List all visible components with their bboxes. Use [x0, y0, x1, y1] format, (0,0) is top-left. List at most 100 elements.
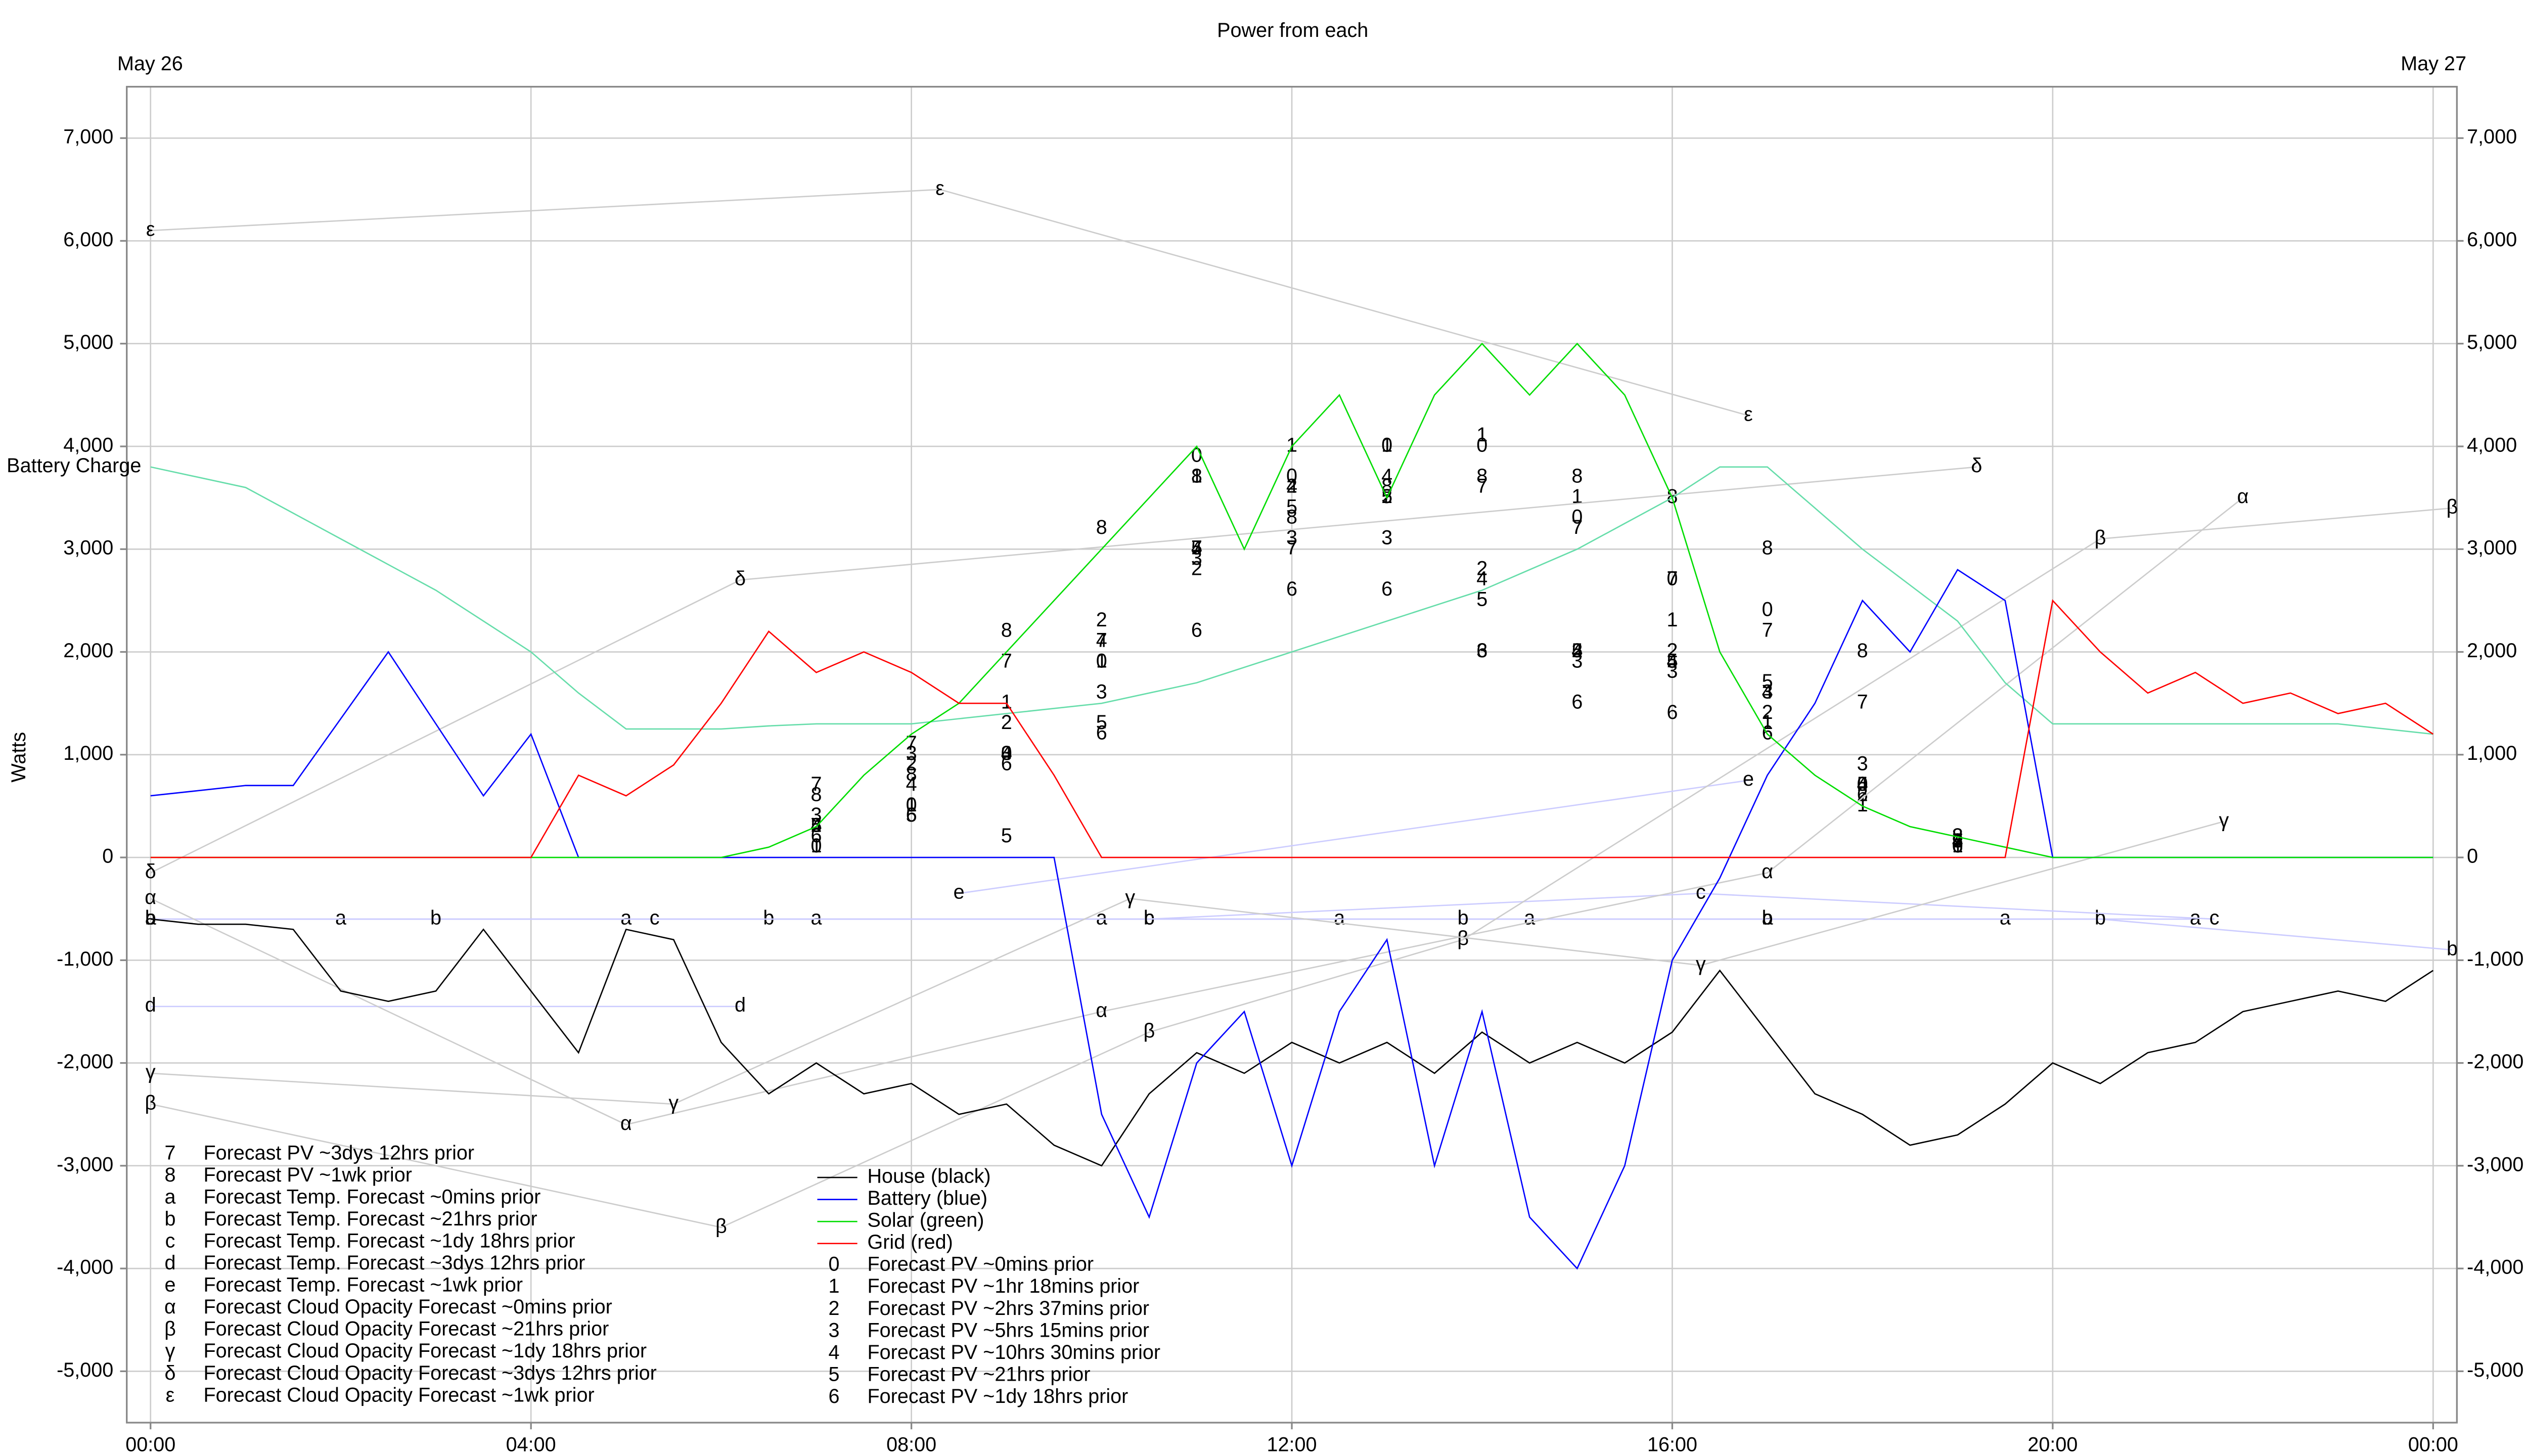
forecast-marker: 6 [906, 804, 917, 826]
forecast-marker: 2 [1476, 557, 1487, 579]
forecast-marker: 5 [1571, 640, 1583, 662]
legend-label: Forecast PV ~1hr 18mins prior [867, 1275, 1139, 1297]
legend-label: Forecast PV ~1wk prior [203, 1164, 412, 1186]
forecast-marker: 1 [1952, 835, 1963, 857]
forecast-marker: 0 [1001, 742, 1012, 764]
forecast-marker: 0 [1096, 650, 1107, 672]
forecast-marker: α [620, 1112, 632, 1134]
y-tick-label: 2,000 [63, 640, 113, 662]
forecast-marker: c [1144, 906, 1154, 929]
forecast-marker: c [2209, 906, 2220, 929]
forecast-marker: 3 [906, 742, 917, 764]
legend-marker: 7 [164, 1142, 175, 1164]
forecast-marker: 7 [1096, 629, 1107, 652]
legend-marker: 0 [828, 1253, 839, 1276]
forecast-marker: δ [1971, 454, 1982, 477]
legend-marker: 3 [828, 1319, 839, 1341]
forecast-marker: 7 [1286, 537, 1297, 559]
forecast-marker: 6 [1381, 578, 1392, 600]
legend-label: Forecast Cloud Opacity Forecast ~1wk pri… [203, 1384, 594, 1406]
legend-marker: 8 [164, 1164, 175, 1186]
forecast-line [150, 507, 2453, 1228]
forecast-marker: 4 [1381, 465, 1392, 487]
legend-marker: δ [164, 1362, 175, 1384]
legend-label: Forecast PV ~21hrs prior [867, 1363, 1090, 1385]
forecast-marker: 4 [1191, 537, 1202, 559]
forecast-marker: 5 [1762, 670, 1773, 693]
y2-tick-label: 1,000 [2467, 742, 2517, 764]
forecast-marker: c [650, 906, 660, 929]
legend-marker: b [164, 1208, 175, 1230]
legend-marker: 5 [828, 1363, 839, 1385]
y2-tick-label: -1,000 [2467, 948, 2523, 970]
y-axis-label: Watts [8, 732, 30, 783]
forecast-marker: 5 [1952, 830, 1963, 852]
forecast-marker: 6 [1571, 691, 1583, 713]
legend: 7 Forecast PV ~3dys 12hrs prior 8 Forecast … [164, 1142, 1160, 1407]
forecast-marker: 8 [1001, 619, 1012, 641]
forecast-marker: 6 [1096, 722, 1107, 744]
forecast-marker: b [2095, 906, 2106, 929]
legend-label: Forecast Temp. Forecast ~3dys 12hrs prio… [203, 1252, 585, 1274]
x-tick-label: 08:00 [886, 1434, 936, 1456]
forecast-marker: β [715, 1215, 727, 1237]
forecast-marker: 4 [811, 814, 822, 837]
y2-tick-label: -2,000 [2467, 1051, 2523, 1073]
forecast-marker: 8 [1096, 516, 1107, 538]
forecast-marker: 4 [1571, 640, 1583, 662]
forecast-marker: 8 [1571, 465, 1583, 487]
forecast-marker: 3 [1762, 680, 1773, 703]
forecast-marker: 8 [1191, 465, 1202, 487]
forecast-line [150, 497, 2243, 1125]
forecast-marker: 7 [1857, 691, 1868, 713]
forecast-marker: 1 [1476, 424, 1487, 446]
forecast-marker: γ [1696, 953, 1706, 975]
forecast-marker: 0 [906, 794, 917, 816]
legend-label: Forecast PV ~3dys 12hrs prior [203, 1142, 474, 1164]
forecast-marker: 2 [1952, 830, 1963, 852]
forecast-marker: 2 [1001, 711, 1012, 734]
legend-marker: β [164, 1318, 176, 1340]
forecast-marker: 0 [1666, 568, 1678, 590]
forecast-marker: γ [1125, 886, 1135, 908]
forecast-marker: 4 [1476, 568, 1487, 590]
legend-marker: 2 [828, 1297, 839, 1320]
forecast-marker: 2 [1571, 640, 1583, 662]
y2-tick-label: 7,000 [2467, 126, 2517, 148]
x-tick-label: 04:00 [506, 1434, 556, 1456]
y2-tick-label: -5,000 [2467, 1359, 2523, 1381]
forecast-marker: 4 [1857, 773, 1868, 795]
forecast-marker: a [1524, 906, 1536, 929]
legend-marker: e [164, 1274, 175, 1296]
y2-tick-label: -4,000 [2467, 1256, 2523, 1279]
x-tick-label: 16:00 [1647, 1434, 1697, 1456]
y2-tick-label: 0 [2467, 845, 2478, 868]
series-line [150, 599, 2434, 858]
forecast-marker: 7 [1001, 650, 1012, 672]
legend-marker: α [164, 1296, 176, 1318]
series-label: Battery Charge [7, 454, 141, 477]
x-tick-label: 12:00 [1267, 1434, 1317, 1456]
forecast-marker: 3 [1286, 526, 1297, 549]
legend-marker: 6 [828, 1385, 839, 1407]
y-tick-label: 7,000 [63, 126, 113, 148]
forecast-marker: α [1096, 999, 1107, 1021]
forecast-marker: 4 [1096, 629, 1107, 652]
forecast-marker: 3 [1857, 753, 1868, 775]
legend-marker: a [164, 1186, 176, 1208]
forecast-marker: a [145, 906, 157, 929]
legend-label: Forecast Cloud Opacity Forecast ~21hrs p… [203, 1318, 609, 1340]
legend-label: Forecast Temp. Forecast ~0mins prior [203, 1186, 540, 1208]
legend-marker: ε [166, 1384, 175, 1406]
forecast-marker: 8 [906, 763, 917, 785]
forecast-marker: 6 [1476, 640, 1487, 662]
forecast-marker: 6 [1286, 578, 1297, 600]
forecast-marker: 4 [1666, 650, 1678, 672]
forecast-marker: 1 [1666, 609, 1678, 631]
forecast-marker: 1 [1096, 650, 1107, 672]
plot-frame [126, 85, 2458, 1424]
forecast-marker: 2 [906, 753, 917, 775]
forecast-marker: δ [735, 568, 746, 590]
forecast-marker: 3 [811, 804, 822, 826]
